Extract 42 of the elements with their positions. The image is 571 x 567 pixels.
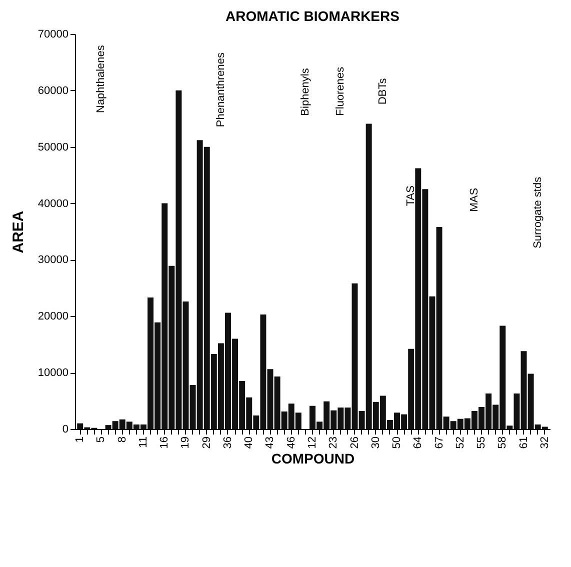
annotation: Surrogate stds [532, 176, 544, 248]
y-tick-label: 50000 [38, 141, 68, 154]
y-axis-title: AREA [10, 210, 27, 254]
annotation: Phenanthrenes [214, 52, 227, 128]
x-tick-label: 26 [348, 436, 361, 449]
x-tick-label: 67 [433, 436, 446, 449]
x-tick-label: 19 [180, 436, 192, 449]
x-axis-title: COMPOUND [271, 450, 355, 467]
y-tick-label: 30000 [38, 254, 68, 266]
y-tick-label: 40000 [38, 198, 68, 210]
x-tick-label: 61 [518, 436, 530, 449]
chart-title: AROMATIC BIOMARKERS [226, 8, 400, 24]
y-tick-label: 10000 [38, 367, 68, 380]
annotation: MAS [468, 188, 480, 212]
x-tick-label: 30 [370, 436, 382, 449]
x-tick-label: 23 [328, 436, 340, 449]
x-tick-label: 64 [412, 436, 424, 449]
x-tick-label: 1 [74, 436, 86, 443]
x-tick-label: 29 [200, 436, 213, 449]
annotation: TAS [405, 186, 418, 206]
annotation: Biphenyls [299, 68, 312, 116]
y-tick-label: 20000 [38, 310, 68, 323]
x-tick-label: 36 [222, 436, 234, 449]
x-tick-label: 52 [454, 436, 466, 449]
x-tick-label: 46 [285, 436, 298, 449]
x-tick-label: 40 [243, 436, 256, 449]
x-tick-label: 43 [264, 436, 276, 449]
x-tick-label: 55 [476, 436, 488, 449]
x-tick-label: 32 [538, 436, 551, 449]
annotation: Naphthalenes [95, 44, 108, 113]
x-tick-label: 5 [95, 436, 108, 443]
annotation: Fluorenes [334, 66, 347, 116]
y-tick-label: 70000 [38, 28, 68, 40]
y-tick-label: 0 [62, 424, 68, 436]
x-tick-label: 50 [391, 436, 404, 449]
x-tick-label: 58 [496, 436, 509, 449]
annotation: DBTs [376, 78, 389, 105]
x-tick-label: 11 [137, 436, 150, 448]
y-tick-label: 60000 [38, 84, 68, 97]
x-tick-label: 16 [158, 436, 171, 449]
x-tick-label: 12 [306, 436, 318, 449]
x-tick-label: 8 [116, 436, 128, 443]
